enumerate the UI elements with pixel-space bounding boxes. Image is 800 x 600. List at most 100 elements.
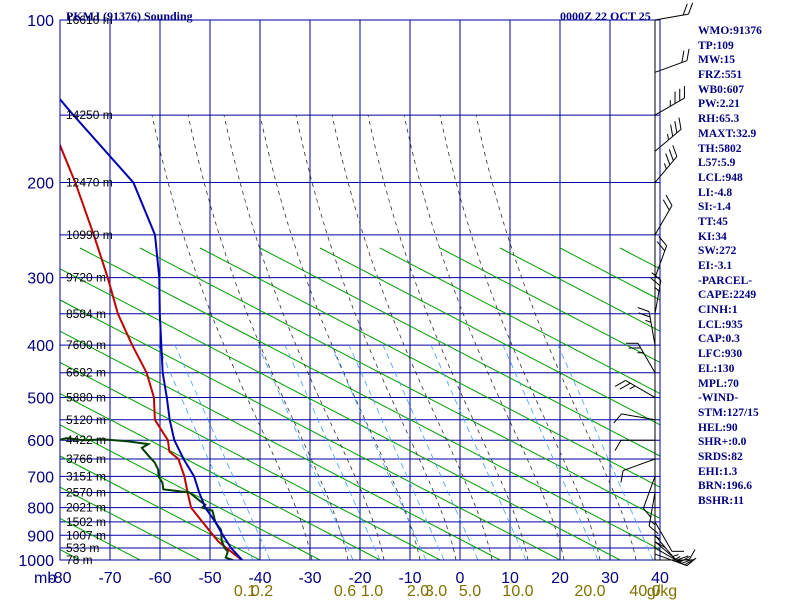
height-label: 78 m: [66, 553, 93, 567]
mixing-ratio-label: 3.0: [425, 583, 447, 600]
wind-barb-flag: [619, 382, 631, 390]
wind-barb-flag: [629, 385, 636, 390]
wind-barb-flag: [665, 153, 671, 166]
pressure-tick-label: 900: [27, 528, 54, 545]
dry-adiabat: [259, 247, 660, 457]
wind-barb-flag: [649, 520, 655, 525]
pressure-tick-label: 700: [27, 469, 54, 486]
wind-barb: [654, 534, 689, 562]
moist-adiabat: [403, 115, 565, 560]
wind-barb-staff: [654, 60, 688, 73]
mixing-ratio-line: [557, 344, 654, 560]
temperature-tick-label: -20: [348, 570, 371, 587]
mixing-ratio-line: [502, 344, 599, 560]
height-label: 7600 m: [66, 338, 106, 352]
index-entry: LCL:948: [698, 171, 743, 184]
wind-barb: [654, 2, 694, 21]
wind-barb-flag: [665, 194, 673, 206]
dry-adiabat: [60, 486, 201, 560]
dry-adiabat: [60, 361, 441, 560]
pressure-tick-label: 100: [27, 13, 54, 30]
height-label: 3766 m: [66, 452, 106, 466]
temperature-tick-label: -40: [248, 570, 271, 587]
wind-barb-staff: [654, 129, 682, 152]
temperature-tick-label: 30: [601, 570, 619, 587]
wind-barb-flag: [667, 133, 670, 140]
index-entry: PW:2.21: [698, 98, 740, 111]
index-entry: L57:5.9: [698, 157, 736, 170]
wind-barb-staff: [654, 534, 678, 562]
chart-datetime: 0000Z 22 OCT 25: [560, 9, 651, 23]
wind-barbs: [613, 2, 697, 567]
dry-adiabat: [60, 393, 381, 560]
index-entry: EL:130: [698, 362, 735, 375]
index-entry: CAP:0.3: [698, 333, 740, 346]
pressure-tick-label: 800: [27, 501, 54, 518]
index-entry: CINH:1: [698, 304, 738, 317]
wind-barb: [654, 507, 666, 549]
temperature-tick-label: 40: [651, 570, 669, 587]
dry-adiabat: [379, 247, 660, 395]
pressure-unit-label: mb: [34, 570, 56, 587]
dry-adiabat: [499, 247, 660, 332]
wind-barb-staff: [622, 458, 656, 472]
wind-barb-flag: [620, 470, 624, 483]
wind-barb-staff: [654, 156, 678, 183]
height-label: 2021 m: [66, 501, 106, 515]
wind-barb-flag: [672, 554, 679, 558]
sounding-profiles: [60, 97, 244, 560]
dry-adiabat: [60, 330, 501, 560]
chart-title: PKMJ (91376) Sounding: [66, 9, 193, 23]
mixing-ratio-line: [430, 344, 527, 560]
index-entry: STM:127/15: [698, 406, 759, 419]
mixing-ratio-label: 0.2: [251, 583, 273, 600]
pressure-tick-label: 200: [27, 176, 54, 193]
index-entry: EI:-3.1: [698, 260, 733, 272]
wind-barb-staff: [625, 380, 656, 398]
mixing-ratio-label: 40.0: [629, 583, 660, 600]
wind-barb-flag: [662, 199, 670, 211]
mixing-ratio-line: [382, 344, 479, 560]
wind-barb: [654, 48, 690, 73]
height-label: 1007 m: [66, 528, 106, 542]
wind-barb-flag: [679, 555, 691, 563]
wind-barb: [654, 117, 682, 152]
pressure-tick-label: 300: [27, 271, 54, 288]
dry-adiabat: [319, 247, 660, 426]
pressure-tick-label: 500: [27, 390, 54, 407]
temperature-tick-label: -30: [298, 570, 321, 587]
index-entry: WB0:607: [698, 83, 744, 96]
height-label: 10990 m: [66, 228, 113, 242]
wind-barb: [654, 236, 668, 278]
wind-barb-flag: [637, 307, 650, 313]
index-entry: SI:-1.4: [698, 201, 731, 214]
index-entry: -WIND-: [698, 392, 739, 405]
wind-barb-flag: [670, 124, 674, 137]
wind-barb-flag: [688, 549, 696, 561]
wind-barb: [620, 458, 656, 483]
height-label: 8584 m: [66, 307, 106, 321]
height-label: 6692 m: [66, 366, 106, 380]
index-entry: MW:15: [698, 54, 736, 67]
dry-adiabat: [60, 424, 321, 560]
wind-barb-staff: [642, 476, 656, 509]
wind-barb-flag: [654, 541, 666, 549]
index-entry: LI:-4.8: [698, 186, 733, 199]
wind-barb-flag: [674, 120, 678, 133]
wind-barb: [654, 541, 693, 565]
index-entry: KI:34: [698, 230, 727, 243]
mixing-ratio-line: [257, 344, 354, 560]
wind-barb: [614, 439, 655, 451]
mixing-ratio-label: 5.0: [459, 583, 481, 600]
height-label: 3151 m: [66, 469, 106, 483]
index-entry: BRN:196.6: [698, 480, 752, 493]
height-label: 5120 m: [66, 413, 106, 427]
index-entry: TP:109: [698, 39, 734, 52]
mixing-ratio-unit-label: g/kg: [647, 583, 677, 600]
height-label: 4422 m: [66, 433, 106, 447]
dry-adiabat: [60, 299, 561, 560]
wind-barb-staff: [654, 13, 689, 21]
pressure-tick-label: 1000: [18, 553, 54, 570]
